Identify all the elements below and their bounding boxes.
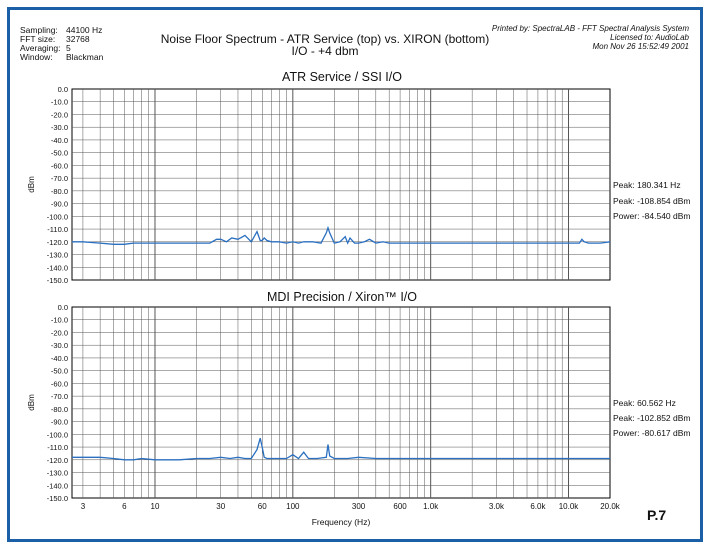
bottom-spectrum-trace bbox=[72, 438, 610, 461]
bottom-stat-power: Power: -80.617 dBm bbox=[613, 428, 691, 438]
top-ytick-label: -50.0 bbox=[51, 149, 68, 158]
printed-by-block: Printed by: SpectraLAB - FFT Spectral An… bbox=[491, 24, 689, 51]
top-ylabel: dBm bbox=[27, 176, 36, 193]
bottom-ytick-label: -150.0 bbox=[47, 494, 68, 503]
top-stat-peak-freq: Peak: 180.341 Hz bbox=[613, 180, 681, 190]
top-ytick-label: -90.0 bbox=[51, 200, 68, 209]
top-ytick-label: -30.0 bbox=[51, 123, 68, 132]
bottom-xtick-label: 300 bbox=[352, 502, 366, 511]
bottom-stat-peak-level: Peak: -102.852 dBm bbox=[613, 413, 691, 423]
bottom-xtick-label: 20.0k bbox=[600, 502, 621, 511]
bottom-ytick-label: -110.0 bbox=[47, 443, 68, 452]
top-chart-title: ATR Service / SSI I/O bbox=[282, 70, 402, 84]
bottom-ytick-label: -20.0 bbox=[51, 328, 68, 337]
page-number: P.7 bbox=[647, 507, 667, 523]
bottom-ytick-label: -60.0 bbox=[51, 379, 68, 388]
bottom-xtick-label: 3 bbox=[81, 502, 86, 511]
bottom-xlabel: Frequency (Hz) bbox=[312, 517, 371, 527]
bottom-xtick-label: 3.0k bbox=[489, 502, 505, 511]
bottom-ytick-label: -30.0 bbox=[51, 341, 68, 350]
top-ytick-label: 0.0 bbox=[58, 85, 68, 94]
setting-fft-size: FFT size: 32768 bbox=[20, 34, 90, 44]
bottom-stat-peak-freq: Peak: 60.562 Hz bbox=[613, 398, 676, 408]
bottom-ytick-label: -120.0 bbox=[47, 456, 68, 465]
top-spectrum-trace bbox=[72, 225, 611, 245]
bottom-ylabel: dBm bbox=[27, 394, 36, 411]
bottom-xtick-label: 100 bbox=[286, 502, 300, 511]
bottom-xtick-label: 30 bbox=[216, 502, 225, 511]
page-title: Noise Floor Spectrum - ATR Service (top)… bbox=[160, 32, 490, 58]
setting-window: Window: Blackman bbox=[20, 52, 104, 62]
bottom-ytick-label: -90.0 bbox=[51, 418, 68, 427]
top-ytick-label: -130.0 bbox=[47, 251, 68, 260]
setting-sampling: Sampling: 44100 Hz bbox=[20, 25, 103, 35]
top-stat-power: Power: -84.540 dBm bbox=[613, 211, 691, 221]
bottom-ytick-label: -40.0 bbox=[51, 354, 68, 363]
bottom-xtick-label: 1.0k bbox=[423, 502, 439, 511]
bottom-ytick-label: -130.0 bbox=[47, 469, 68, 478]
bottom-xtick-label: 10.0k bbox=[559, 502, 580, 511]
settings-block: Sampling: 44100 Hz FFT size: 32768 Averagi… bbox=[20, 26, 103, 62]
top-ytick-label: -110.0 bbox=[47, 225, 68, 234]
bottom-xtick-label: 10 bbox=[151, 502, 160, 511]
bottom-xtick-label: 600 bbox=[393, 502, 407, 511]
top-stat-peak-level: Peak: -108.854 dBm bbox=[613, 196, 691, 206]
bottom-ytick-label: 0.0 bbox=[58, 303, 68, 312]
top-ytick-label: -10.0 bbox=[51, 98, 68, 107]
bottom-ytick-label: -50.0 bbox=[51, 367, 68, 376]
top-ytick-label: -40.0 bbox=[51, 136, 68, 145]
top-ytick-label: -150.0 bbox=[47, 276, 68, 285]
top-ytick-label: -120.0 bbox=[47, 238, 68, 247]
bottom-ytick-label: -80.0 bbox=[51, 405, 68, 414]
top-plot-area bbox=[71, 88, 611, 281]
top-ytick-label: -100.0 bbox=[47, 212, 68, 221]
bottom-xtick-label: 6.0k bbox=[530, 502, 546, 511]
top-ytick-label: -20.0 bbox=[51, 110, 68, 119]
top-ytick-label: -60.0 bbox=[51, 161, 68, 170]
bottom-xtick-label: 60 bbox=[258, 502, 267, 511]
top-ytick-label: -80.0 bbox=[51, 187, 68, 196]
bottom-ytick-label: -70.0 bbox=[51, 392, 68, 401]
bottom-ytick-label: -140.0 bbox=[47, 481, 68, 490]
bottom-ytick-label: -100.0 bbox=[47, 430, 68, 439]
top-ytick-label: -140.0 bbox=[47, 263, 68, 272]
setting-averaging: Averaging: 5 bbox=[20, 43, 71, 53]
bottom-ytick-label: -10.0 bbox=[51, 316, 68, 325]
bottom-xtick-label: 6 bbox=[122, 502, 127, 511]
bottom-chart-title: MDI Precision / Xiron™ I/O bbox=[266, 290, 418, 304]
top-ytick-label: -70.0 bbox=[51, 174, 68, 183]
bottom-plot-area bbox=[71, 306, 611, 499]
